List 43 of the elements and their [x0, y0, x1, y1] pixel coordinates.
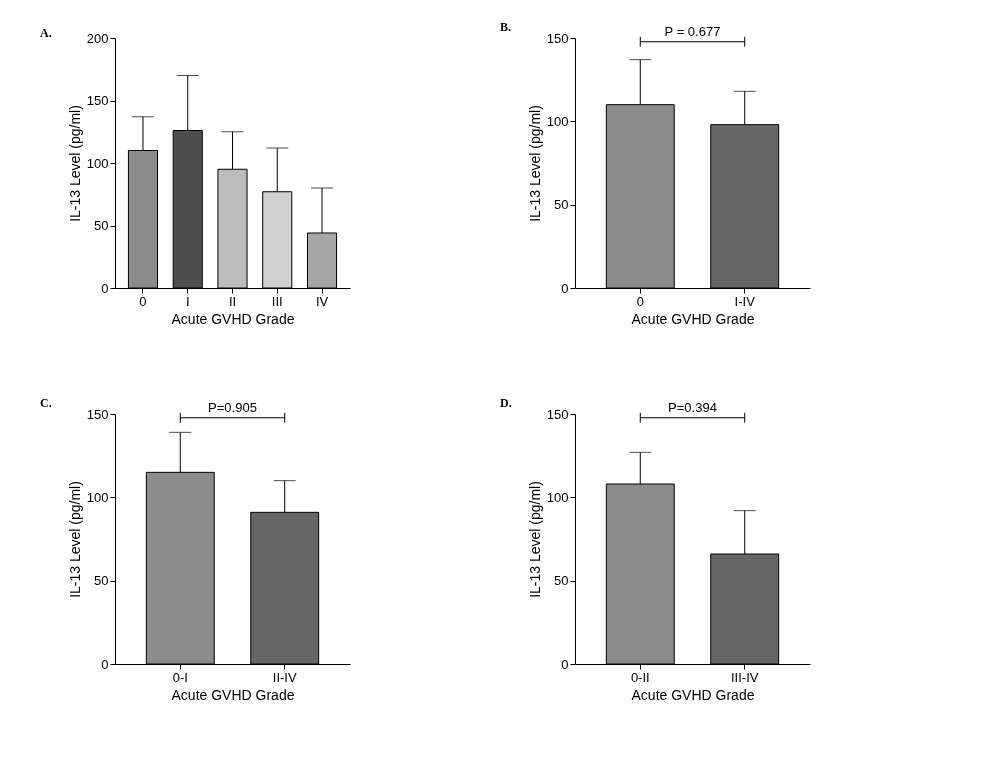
x-tick-label: 0 [636, 293, 644, 309]
chart-title: D. [500, 395, 512, 410]
x-tick-label: I-IV [734, 293, 756, 309]
y-tick-label: 100 [86, 489, 109, 505]
annotation: P=0.394 [668, 399, 717, 415]
chart-title: C. [40, 395, 52, 410]
y-axis-title: IL-13 Level (pg/ml) [526, 105, 543, 222]
x-tick-label: 0-II [630, 669, 650, 685]
y-tick-label: 150 [86, 406, 109, 422]
x-tick-label: I [185, 293, 190, 309]
x-tick-label: 0 [139, 293, 147, 309]
y-tick-label: 50 [554, 573, 569, 589]
y-tick-label: 100 [86, 155, 109, 171]
y-tick-label: 0 [101, 280, 109, 296]
y-tick-label: 0 [561, 280, 569, 296]
x-axis-title: Acute GVHD Grade [631, 310, 755, 327]
x-tick-label: II-IV [272, 669, 297, 685]
y-tick-label: 0 [561, 656, 569, 672]
y-tick-label: 100 [546, 113, 569, 129]
x-tick-label: 0-I [172, 669, 188, 685]
annotation: P=0.905 [208, 399, 257, 415]
y-tick-label: 200 [86, 30, 109, 46]
x-tick-label: II [228, 293, 237, 309]
x-axis-title: Acute GVHD Grade [631, 686, 755, 703]
y-axis-title: IL-13 Level (pg/ml) [526, 481, 543, 598]
chart-title: B. [500, 19, 512, 34]
annotation: P = 0.677 [664, 23, 721, 39]
chart-title: A. [40, 26, 52, 40]
y-tick-label: 50 [554, 197, 569, 213]
y-axis-title: IL-13 Level (pg/ml) [66, 105, 83, 222]
y-axis-title: IL-13 Level (pg/ml) [66, 481, 83, 598]
x-tick-label: IV [315, 293, 329, 309]
y-tick-label: 0 [101, 656, 109, 672]
y-tick-label: 50 [94, 218, 109, 233]
x-tick-label: III [271, 293, 283, 309]
x-axis-title: Acute GVHD Grade [171, 310, 295, 327]
y-tick-label: 100 [546, 489, 569, 505]
y-tick-label: 150 [546, 406, 569, 422]
y-tick-label: 150 [546, 30, 569, 46]
x-tick-label: III-IV [731, 669, 759, 685]
y-tick-label: 150 [86, 93, 109, 108]
x-axis-title: Acute GVHD Grade [171, 686, 295, 703]
y-tick-label: 50 [94, 573, 109, 589]
